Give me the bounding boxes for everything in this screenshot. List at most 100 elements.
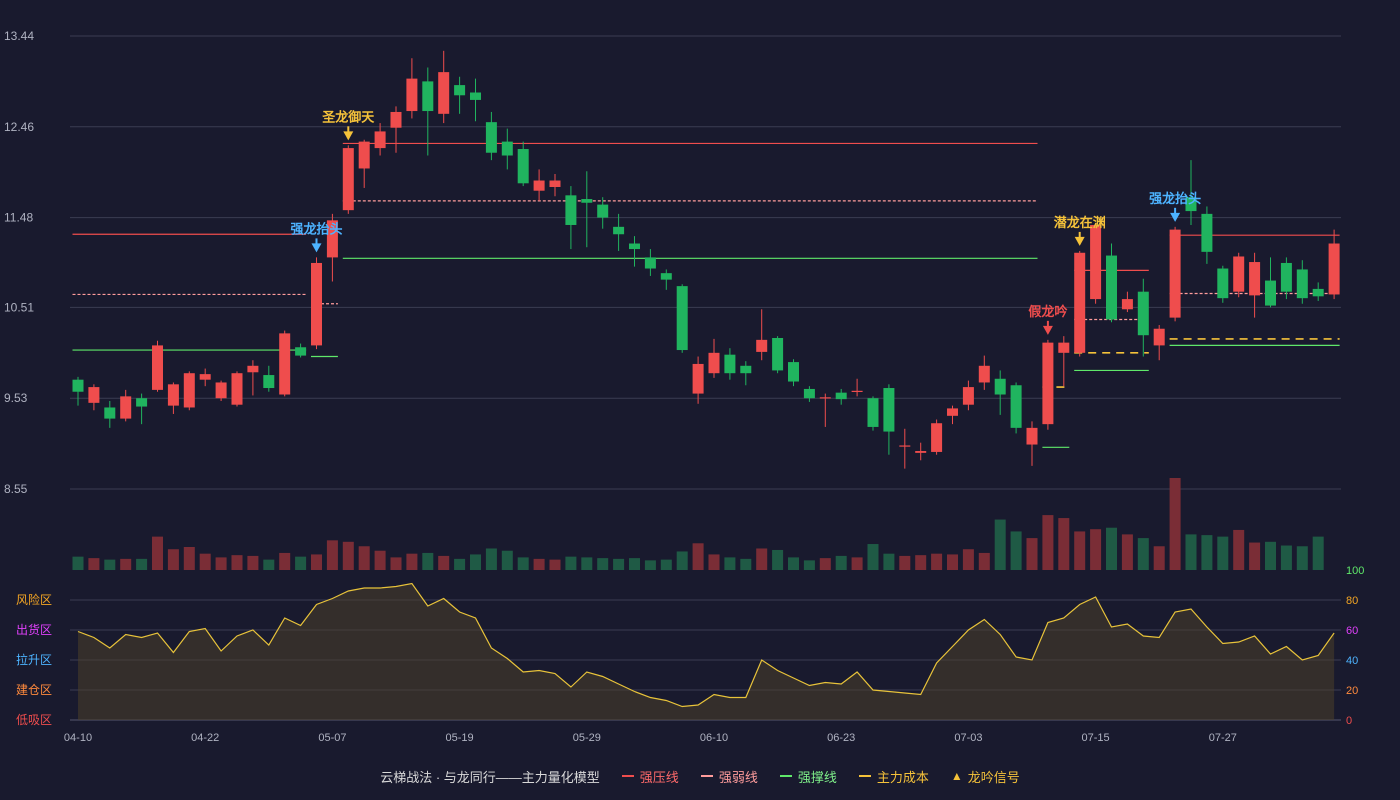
candle-body <box>199 374 211 380</box>
volume-bar <box>676 551 688 570</box>
candle-body <box>1137 291 1149 336</box>
candle <box>390 106 402 153</box>
signal-arrow <box>311 243 322 253</box>
x-axis: 04-10 04-22 05-07 05-19 05-29 06-10 06-23 07-03… <box>64 732 1237 744</box>
candle <box>1328 229 1340 300</box>
candle <box>994 370 1006 415</box>
candle <box>692 356 704 404</box>
candle <box>231 371 243 407</box>
volume-bar <box>533 558 545 570</box>
signal-arrow-stem <box>315 238 318 245</box>
candle-body <box>1233 256 1245 292</box>
volume-bar <box>708 554 720 570</box>
volume-bar <box>326 540 338 570</box>
candle <box>581 171 593 248</box>
signal-arrow <box>1074 236 1085 246</box>
candle <box>978 355 990 390</box>
candle <box>295 343 307 358</box>
signal-arrow-stem <box>1046 320 1049 327</box>
candle <box>756 309 768 361</box>
candle-body <box>597 204 609 218</box>
candle-body <box>1265 280 1276 306</box>
volume-bar <box>724 557 736 570</box>
volume-bar <box>1312 536 1324 570</box>
candle-body <box>1312 288 1324 297</box>
signal-marker: 强龙抬头 <box>1149 191 1201 222</box>
candle <box>819 393 831 427</box>
candle-body <box>931 423 943 452</box>
legend-item-signal[interactable]: ▲ 龙吟信号 <box>951 767 1020 786</box>
volume-bar <box>756 548 768 570</box>
candle-body <box>136 398 148 407</box>
indicator-zone-label: 低吸区 <box>16 713 52 727</box>
volume-bar <box>279 552 291 570</box>
legend-item-strength[interactable]: 强弱线 <box>700 767 758 786</box>
candle-body <box>311 262 322 346</box>
candle <box>517 141 529 187</box>
volume-bar <box>851 557 863 570</box>
candle-body <box>215 382 227 399</box>
volume-bar <box>1169 478 1181 570</box>
volume-bar <box>342 541 354 570</box>
candle-body <box>88 387 100 403</box>
candle <box>279 330 291 397</box>
legend-swatch-pressure <box>621 775 634 777</box>
price-tick-label: 12.46 <box>4 120 34 134</box>
volume-bar <box>899 555 911 570</box>
legend-title: 云梯战法 · 与龙同行——主力量化模型 <box>380 767 600 786</box>
candle <box>835 388 847 405</box>
volume-bar <box>517 557 529 570</box>
volume-bar <box>613 558 625 570</box>
candle-body <box>851 390 863 393</box>
legend-item-pressure[interactable]: 强压线 <box>621 767 679 786</box>
volume-bar <box>1106 527 1117 570</box>
candle-body <box>644 257 656 269</box>
volume-bar <box>549 559 561 570</box>
candle <box>263 365 275 392</box>
candle-body <box>629 243 640 250</box>
volume-bar <box>565 556 577 570</box>
candle-body <box>120 396 132 419</box>
candle-body <box>1328 243 1340 295</box>
candle <box>1153 325 1165 361</box>
indicator-zone-label: 出货区 <box>16 622 52 637</box>
candle <box>740 361 752 386</box>
candle <box>565 186 577 250</box>
candle <box>1249 252 1261 318</box>
candle <box>597 197 609 229</box>
legend-item-cost[interactable]: 主力成本 <box>858 767 929 786</box>
candle-body <box>1280 262 1292 292</box>
candle-body <box>1074 252 1086 353</box>
volume-bar <box>1137 538 1149 570</box>
indicator-tick-label: 100 <box>1346 565 1364 577</box>
legend-item-support[interactable]: 强撑线 <box>779 767 837 786</box>
candle-body <box>676 286 688 351</box>
volume-bar <box>1185 534 1197 570</box>
candle <box>549 174 561 197</box>
legend-label-support: 强撑线 <box>797 769 837 785</box>
x-tick-label: 06-10 <box>700 732 728 744</box>
candle <box>772 336 784 374</box>
candle <box>1058 336 1070 387</box>
volume-bar <box>867 544 879 570</box>
candle-body <box>947 408 958 416</box>
candle <box>1201 206 1213 264</box>
candle-body <box>724 354 736 374</box>
candle-body <box>1249 262 1261 296</box>
legend: 云梯战法 · 与龙同行——主力量化模型 强压线 强弱线 强撑线 主力成本 ▲ 龙… <box>0 766 1400 786</box>
signal-arrow <box>343 131 354 141</box>
candle-body <box>1106 255 1117 320</box>
candle-body <box>978 365 990 383</box>
candle <box>660 269 672 290</box>
candle-body <box>1058 342 1070 353</box>
candle-body <box>549 180 561 187</box>
volume-bar <box>994 519 1006 570</box>
candle-body <box>104 407 116 419</box>
candle-body <box>501 141 513 156</box>
legend-label-cost: 主力成本 <box>876 769 929 785</box>
candle <box>1265 257 1276 308</box>
volume-bar <box>422 552 434 570</box>
legend-label-strength: 强弱线 <box>718 769 758 785</box>
indicator-line <box>77 582 1335 708</box>
signal-marker: 假龙吟 <box>1028 304 1067 335</box>
